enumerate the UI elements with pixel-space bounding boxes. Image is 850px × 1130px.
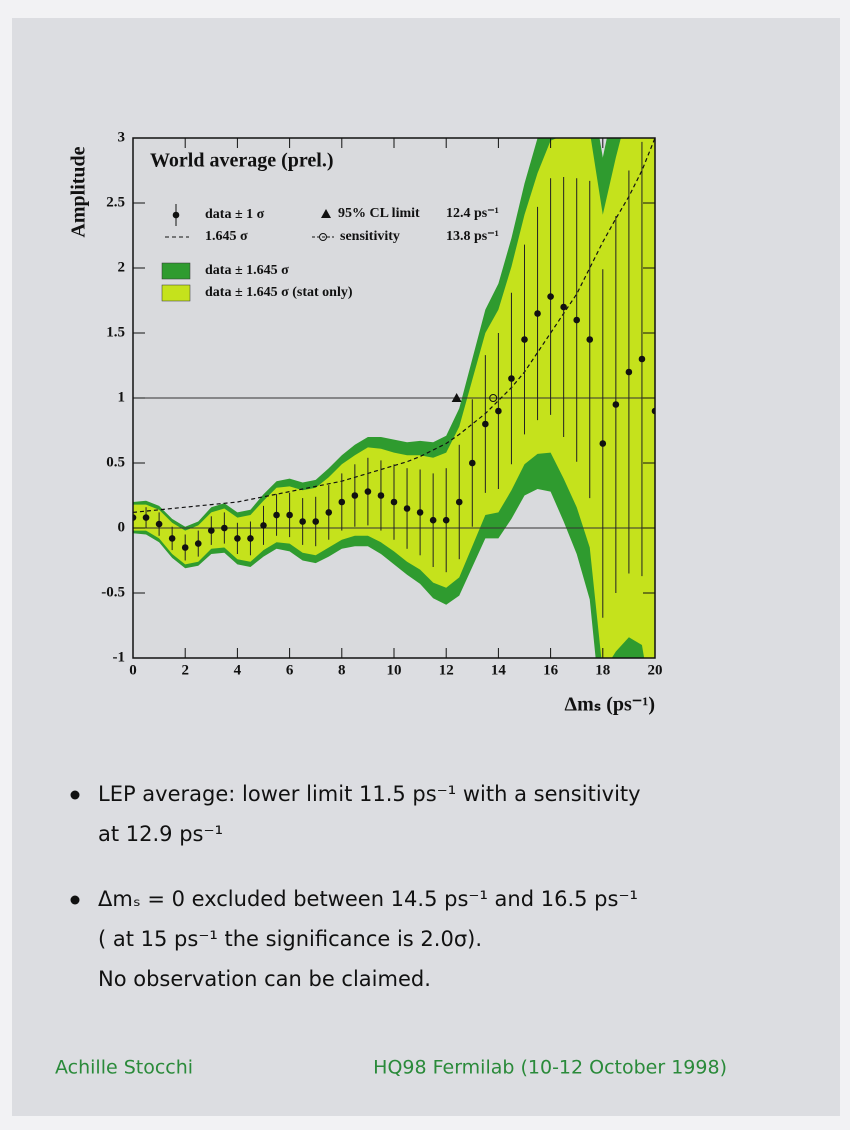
data-point xyxy=(429,516,437,524)
legend-symbol xyxy=(319,233,327,241)
data-point xyxy=(194,540,202,547)
data-point xyxy=(638,355,646,363)
bullet-text: ( at 15 ps⁻¹ the significance is 2.0σ). xyxy=(98,927,482,951)
data-point xyxy=(599,440,607,447)
data-point xyxy=(612,401,620,408)
footer-author: Achille Stocchi xyxy=(55,1057,193,1079)
data-point xyxy=(442,516,450,524)
legend-swatch xyxy=(161,284,191,302)
y-axis-label: Amplitude xyxy=(68,146,90,237)
y-tick-label: 1 xyxy=(118,389,126,405)
data-point xyxy=(377,492,385,499)
data-point xyxy=(495,407,502,415)
legend-label: data ± 1.645 σ xyxy=(205,263,289,278)
data-point xyxy=(416,509,424,516)
x-tick-label: 4 xyxy=(234,662,242,678)
x-tick-label: 16 xyxy=(543,662,559,678)
data-point xyxy=(403,505,411,512)
y-tick-label: 3 xyxy=(118,129,126,145)
y-tick-label: 0 xyxy=(118,519,126,535)
y-tick-label: 1.5 xyxy=(106,324,125,340)
y-tick-label: 2.5 xyxy=(106,194,125,210)
legend-label: sensitivity xyxy=(340,229,400,244)
data-point xyxy=(247,535,254,542)
x-tick-label: 10 xyxy=(387,662,402,678)
data-point xyxy=(482,420,489,428)
data-point xyxy=(364,488,372,495)
data-point xyxy=(181,544,189,551)
x-tick-label: 18 xyxy=(595,662,610,678)
data-point xyxy=(508,375,515,382)
bullet-dot xyxy=(70,895,80,905)
x-tick-label: 6 xyxy=(286,662,294,678)
data-point xyxy=(133,514,137,521)
legend-value: 13.8 ps⁻¹ xyxy=(446,229,499,244)
x-tick-label: 0 xyxy=(129,662,137,678)
x-tick-label: 8 xyxy=(338,662,346,678)
data-point xyxy=(560,303,567,311)
y-tick-label: -1 xyxy=(113,649,126,665)
y-tick-label: 2 xyxy=(118,259,126,275)
legend-swatch xyxy=(161,262,191,280)
data-point xyxy=(573,316,580,324)
data-point xyxy=(299,518,306,525)
legend-label: 1.645 σ xyxy=(205,229,248,244)
data-point xyxy=(521,336,528,343)
y-tick-label: -0.5 xyxy=(101,584,125,600)
data-point xyxy=(651,407,655,415)
data-point xyxy=(586,336,594,343)
axes: 0 2 4 6 8 10 12 14 16 18 20 -1 -0.5 0 0.5 1 1.5 2 2.5 3 Ampl… xyxy=(68,129,663,715)
data-point xyxy=(625,368,633,376)
chart-title: World average (prel.) xyxy=(150,150,333,172)
data-point xyxy=(273,511,280,519)
y-tick-label: 0.5 xyxy=(106,454,125,470)
legend-label: data ± 1 σ xyxy=(205,207,265,222)
data-point xyxy=(455,498,463,506)
bullet-text: Δmₛ = 0 excluded between 14.5 ps⁻¹ and 1… xyxy=(98,887,638,911)
data-point xyxy=(168,535,176,542)
x-tick-label: 12 xyxy=(439,662,454,678)
data-point xyxy=(221,524,228,532)
bullet-text: at 12.9 ps⁻¹ xyxy=(98,822,223,846)
footer-event: HQ98 Fermilab (10-12 October 1998) xyxy=(373,1057,727,1079)
limit-marker xyxy=(451,393,462,402)
x-tick-label: 2 xyxy=(181,662,189,678)
data-point xyxy=(260,522,267,529)
bullet-dot xyxy=(70,790,80,800)
data-point xyxy=(325,509,333,516)
bullet-text: LEP average: lower limit 11.5 ps⁻¹ with … xyxy=(98,782,641,806)
data-point xyxy=(208,527,215,534)
data-point xyxy=(469,459,476,467)
legend-symbol xyxy=(172,211,180,219)
legend-label: 95% CL limit xyxy=(338,206,420,221)
data-point xyxy=(534,310,541,317)
x-tick-label: 20 xyxy=(648,662,663,678)
bullet-text: No observation can be claimed. xyxy=(98,967,431,991)
legend-symbol xyxy=(321,209,331,218)
data-point xyxy=(286,511,293,519)
data-point xyxy=(338,498,346,506)
plot-content xyxy=(133,138,655,658)
x-tick-label: 14 xyxy=(491,662,507,678)
data-point xyxy=(312,518,320,525)
data-point xyxy=(390,498,398,506)
legend-value: 12.4 ps⁻¹ xyxy=(446,206,499,221)
data-point xyxy=(155,520,163,528)
data-point xyxy=(234,535,241,542)
data-point xyxy=(142,514,150,521)
x-axis-label: Δmₛ (ps⁻¹) xyxy=(565,694,655,716)
sensitivity-marker xyxy=(489,394,498,402)
legend-label: data ± 1.645 σ (stat only) xyxy=(205,285,353,300)
data-point xyxy=(351,492,359,499)
data-point xyxy=(547,293,554,300)
sensitivity-curve xyxy=(133,138,655,513)
